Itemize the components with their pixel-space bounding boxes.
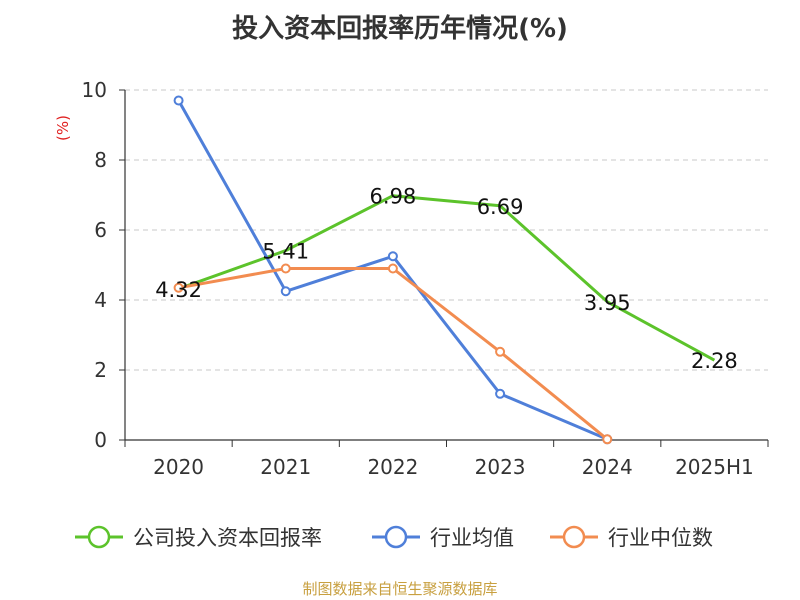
x-tick-label: 2020 [153,455,204,479]
data-label: 3.95 [584,291,631,315]
data-point [602,434,613,445]
grid-lines [125,89,768,371]
data-point [387,263,398,274]
data-point [280,263,291,274]
chart-title: 投入资本回报率历年情况(%) [232,14,568,44]
x-tick-label: 2023 [475,455,526,479]
legend-swatch-marker [87,525,111,549]
legend-swatch-marker [562,525,586,549]
axes: 0 2 4 6 8 10 (%) 2020 2021 2022 2023 2024 2025H1 [54,78,769,479]
data-label: 2.28 [691,349,738,373]
x-tick-label: 2021 [260,455,311,479]
data-point [495,346,506,357]
data-labels: 4.32 5.41 6.98 6.69 3.95 2.28 [155,185,738,374]
data-point [387,251,398,262]
y-tick-label: 10 [82,78,107,102]
legend-item-1[interactable]: 行业均值 [372,525,514,550]
data-point [173,95,184,106]
x-tick-label: 2025H1 [675,455,754,479]
y-tick-label: 4 [94,288,107,312]
y-axis-label: (%) [54,115,72,141]
series-lines [173,95,716,445]
data-point [280,286,291,297]
data-label: 5.41 [262,240,309,264]
series-line-2 [178,267,609,441]
y-tick-label: 0 [94,428,107,452]
legend-item-0[interactable]: 公司投入资本回报率 [75,525,322,550]
data-point [173,282,184,293]
x-tick-label: 2022 [367,455,418,479]
y-tick-label: 2 [94,358,107,382]
legend-swatch-marker [384,525,408,549]
series-line-0 [178,194,716,362]
data-label: 6.69 [477,195,524,219]
data-label: 6.98 [370,185,417,209]
data-label: 4.32 [155,278,202,302]
legend-item-2[interactable]: 行业中位数 [550,525,713,550]
legend-label: 公司投入资本回报率 [133,526,322,550]
x-tick-label: 2024 [582,455,633,479]
legend[interactable]: 公司投入资本回报率 行业均值 行业中位数 [75,525,713,550]
legend-label: 行业均值 [430,526,514,550]
legend-label: 行业中位数 [608,526,713,550]
y-tick-label: 6 [94,218,107,242]
source-note: 制图数据来自恒生聚源数据库 [302,580,498,598]
y-tick-label: 8 [94,148,107,172]
data-point [495,388,506,399]
